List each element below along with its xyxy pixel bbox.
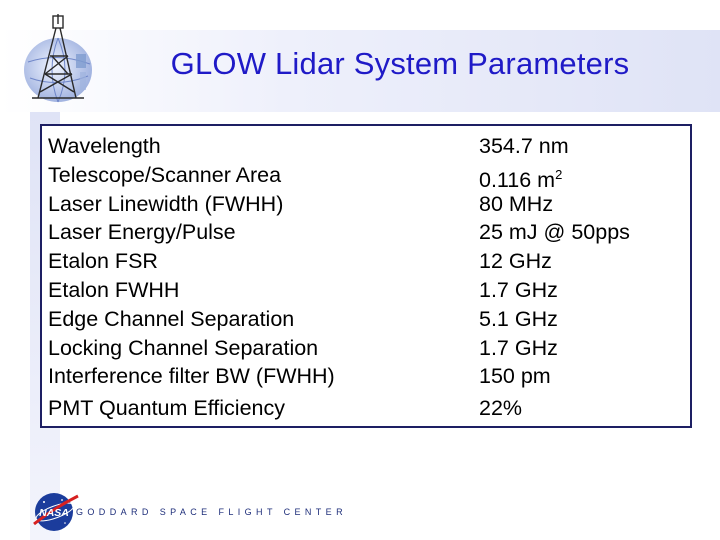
parameter-value-text: 0.116 m — [479, 167, 556, 192]
parameter-value: 354.7 nm — [479, 134, 569, 158]
nasa-logo-text: NASA — [39, 507, 69, 519]
parameter-value: 1.7 GHz — [479, 335, 558, 360]
parameter-names-column: Wavelength Telescope/Scanner Area Laser … — [48, 132, 335, 423]
header-band — [0, 30, 720, 112]
parameter-value: 25 mJ @ 50pps — [479, 220, 630, 245]
parameter-value: 1.7 GHz — [479, 277, 558, 302]
parameter-name: Etalon FSR — [48, 249, 158, 274]
parameter-value: 0.116 m2 — [479, 161, 630, 192]
parameters-table: Wavelength Telescope/Scanner Area Laser … — [40, 124, 692, 428]
parameter-name: Laser Energy/Pulse — [48, 220, 236, 245]
parameter-name: Interference filter BW (FWHH) — [48, 364, 335, 389]
parameter-name: Locking Channel Separation — [48, 335, 319, 360]
superscript: 2 — [555, 166, 563, 182]
nasa-meatball-icon: NASA — [33, 493, 79, 531]
parameter-name: Etalon FWHH — [48, 277, 180, 302]
parameter-name: PMT Quantum Efficiency — [48, 396, 285, 421]
footer-organization: GODDARD SPACE FLIGHT CENTER — [76, 507, 347, 517]
parameter-value: 5.1 GHz — [479, 306, 558, 331]
parameter-values-column: 354.7 nm 0.116 m2 80 MHz 25 mJ @ 50pps 1… — [479, 132, 630, 423]
parameter-value: 12 GHz — [479, 249, 552, 274]
parameter-name: Wavelength — [48, 134, 161, 158]
parameter-name: Laser Linewidth (FWHH) — [48, 191, 284, 216]
parameter-name: Telescope/Scanner Area — [48, 162, 282, 187]
parameter-name: Edge Channel Separation — [48, 306, 295, 331]
parameter-value: 80 MHz — [479, 191, 554, 216]
page-title: GLOW Lidar System Parameters — [170, 46, 630, 81]
parameter-value: 150 pm — [479, 364, 551, 389]
lidar-tower-globe-icon — [24, 14, 92, 103]
parameter-value: 22% — [479, 396, 523, 421]
